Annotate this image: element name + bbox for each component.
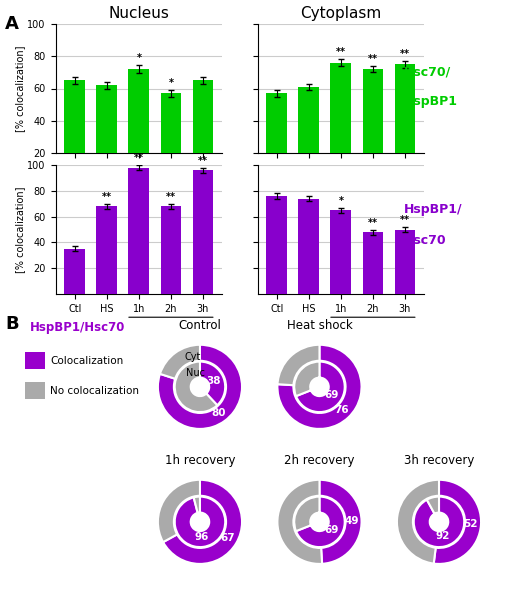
Bar: [330, 63, 351, 185]
Wedge shape: [158, 480, 200, 542]
Text: **: **: [198, 155, 208, 166]
Wedge shape: [277, 345, 362, 429]
Circle shape: [194, 517, 206, 527]
Text: HspBP1/: HspBP1/: [404, 203, 463, 217]
Title: 2h recovery: 2h recovery: [284, 454, 355, 467]
Text: **: **: [368, 53, 378, 64]
Wedge shape: [175, 497, 225, 547]
Bar: [64, 80, 85, 185]
Bar: [266, 94, 287, 185]
Circle shape: [314, 517, 325, 527]
Bar: [394, 229, 416, 294]
Bar: [128, 167, 149, 294]
Text: 80: 80: [212, 408, 226, 418]
Text: **: **: [368, 218, 378, 227]
Bar: [330, 210, 351, 294]
Wedge shape: [434, 480, 481, 564]
Wedge shape: [200, 362, 225, 405]
Title: 3h recovery: 3h recovery: [404, 454, 474, 467]
Text: 67: 67: [220, 533, 235, 543]
Wedge shape: [160, 345, 200, 379]
Circle shape: [433, 517, 444, 527]
Text: *: *: [169, 77, 173, 88]
Title: Heat shock: Heat shock: [287, 319, 352, 332]
Text: Hsc70/: Hsc70/: [404, 65, 451, 79]
Text: 92: 92: [435, 532, 450, 541]
Text: *: *: [338, 196, 343, 206]
Bar: [192, 80, 214, 185]
Wedge shape: [158, 345, 242, 429]
Bar: [161, 94, 181, 185]
Text: A: A: [5, 15, 19, 33]
Wedge shape: [414, 497, 464, 547]
Y-axis label: [% colocalization]: [% colocalization]: [15, 186, 25, 273]
Text: **: **: [166, 192, 176, 202]
Bar: [192, 170, 214, 294]
Bar: [298, 199, 319, 294]
Bar: [363, 232, 383, 294]
Text: HspBP1: HspBP1: [404, 95, 458, 109]
Text: **: **: [336, 47, 346, 57]
Text: **: **: [134, 153, 144, 163]
Title: Nucleus: Nucleus: [109, 7, 169, 22]
Text: B: B: [5, 315, 19, 333]
Text: **: **: [102, 192, 112, 202]
Circle shape: [314, 382, 325, 392]
Text: 69: 69: [325, 390, 339, 400]
Wedge shape: [175, 362, 217, 412]
Circle shape: [194, 382, 206, 392]
Wedge shape: [277, 480, 322, 564]
Wedge shape: [427, 497, 439, 514]
Text: No colocalization: No colocalization: [50, 386, 139, 395]
Text: 49: 49: [344, 516, 359, 526]
Wedge shape: [294, 497, 320, 531]
Text: *: *: [136, 53, 141, 63]
Wedge shape: [320, 480, 362, 564]
Wedge shape: [296, 497, 345, 547]
Text: **: **: [400, 215, 410, 225]
Title: Control: Control: [179, 319, 221, 332]
Wedge shape: [296, 362, 345, 412]
Text: Cyt: Cyt: [184, 352, 200, 362]
Text: 76: 76: [334, 405, 348, 415]
Bar: [394, 64, 416, 185]
Title: 1h recovery: 1h recovery: [165, 454, 235, 467]
Text: HspBP1/Hsc70: HspBP1/Hsc70: [30, 321, 126, 334]
Text: Hsc70: Hsc70: [404, 233, 446, 247]
Bar: [96, 85, 117, 185]
Text: 96: 96: [194, 532, 209, 542]
Bar: [363, 69, 383, 185]
Wedge shape: [163, 480, 242, 564]
Title: Cytoplasm: Cytoplasm: [300, 7, 381, 22]
Wedge shape: [397, 480, 439, 563]
Wedge shape: [294, 362, 320, 396]
Text: 52: 52: [464, 519, 478, 529]
Wedge shape: [194, 497, 200, 513]
Bar: [266, 196, 287, 294]
Text: Colocalization: Colocalization: [50, 356, 124, 365]
Text: **: **: [400, 49, 410, 59]
Bar: [128, 69, 149, 185]
Text: Nuc: Nuc: [186, 368, 205, 379]
Bar: [161, 206, 181, 294]
Bar: [298, 87, 319, 185]
Text: 69: 69: [325, 525, 339, 535]
Bar: [96, 206, 117, 294]
Y-axis label: [% colocalization]: [% colocalization]: [15, 45, 25, 132]
Wedge shape: [277, 345, 320, 385]
Text: 38: 38: [207, 376, 221, 386]
Bar: [64, 249, 85, 294]
